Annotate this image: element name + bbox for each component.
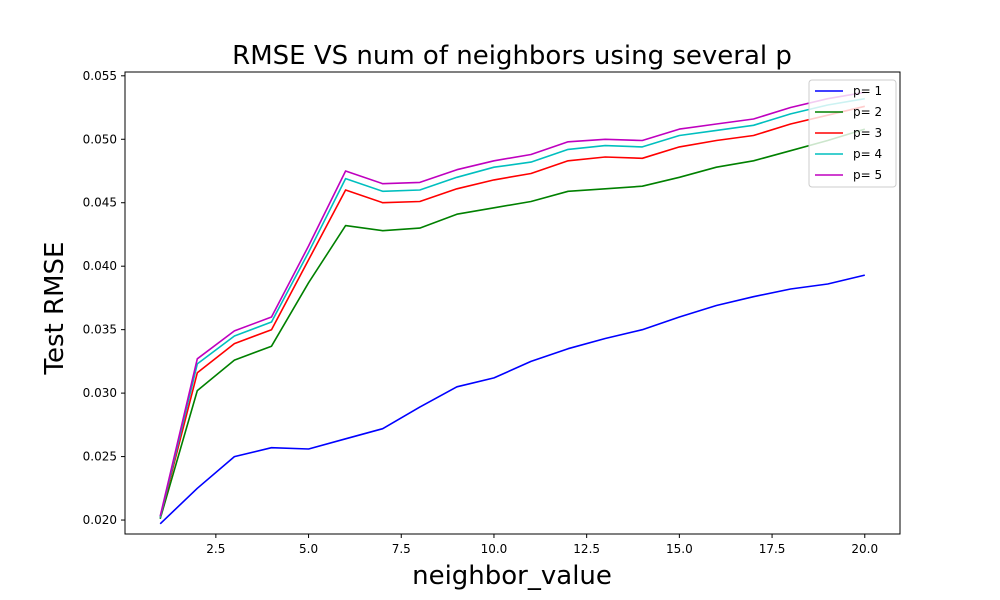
legend-label: p= 5	[853, 168, 882, 182]
legend-label: p= 2	[853, 105, 882, 119]
y-tick-label: 0.030	[83, 386, 117, 400]
x-tick-label: 7.5	[392, 542, 411, 556]
legend: p= 1 p= 2 p= 3 p= 4 p= 5	[808, 79, 897, 188]
y-tick-label: 0.050	[83, 132, 117, 146]
legend-items: p= 1 p= 2 p= 3 p= 4 p= 5	[815, 84, 882, 182]
y-tick-label: 0.035	[83, 323, 117, 337]
x-tick-label: 12.5	[573, 542, 600, 556]
series-line-p4	[159, 97, 865, 518]
legend-frame	[808, 79, 897, 188]
x-tick-label: 17.5	[759, 542, 786, 556]
series-layer	[159, 91, 866, 525]
plot-frame	[124, 71, 901, 535]
series-line-p2	[159, 128, 866, 520]
y-axis-label: Test RMSE	[40, 242, 70, 376]
legend-label: p= 3	[853, 126, 882, 140]
y-tick-label: 0.040	[83, 259, 117, 273]
y-tick-label: 0.045	[83, 196, 117, 210]
series-line-p1	[159, 274, 865, 525]
x-axis-label: neighbor_value	[412, 561, 612, 591]
x-axis: 2.5 5.0 7.5 10.0 12.5 15.0 17.5 20.0	[206, 534, 878, 556]
y-tick-label: 0.055	[83, 69, 117, 83]
plot-area: 2.5 5.0 7.5 10.0 12.5 15.0 17.5 20.0 0.020 0.025…	[83, 69, 901, 556]
y-axis: 0.020 0.025 0.030 0.035 0.040 0.045 0.050 0.055	[83, 69, 125, 527]
legend-label: p= 4	[853, 147, 882, 161]
x-tick-label: 10.0	[481, 542, 508, 556]
x-tick-label: 2.5	[206, 542, 225, 556]
series-line-p5	[159, 91, 865, 517]
legend-label: p= 1	[853, 84, 882, 98]
chart-title: RMSE VS num of neighbors using several p	[232, 41, 792, 71]
x-tick-label: 15.0	[666, 542, 693, 556]
series-line-p3	[159, 105, 865, 518]
x-tick-label: 20.0	[851, 542, 878, 556]
y-tick-label: 0.020	[83, 513, 117, 527]
x-tick-label: 5.0	[299, 542, 318, 556]
y-tick-label: 0.025	[83, 450, 117, 464]
